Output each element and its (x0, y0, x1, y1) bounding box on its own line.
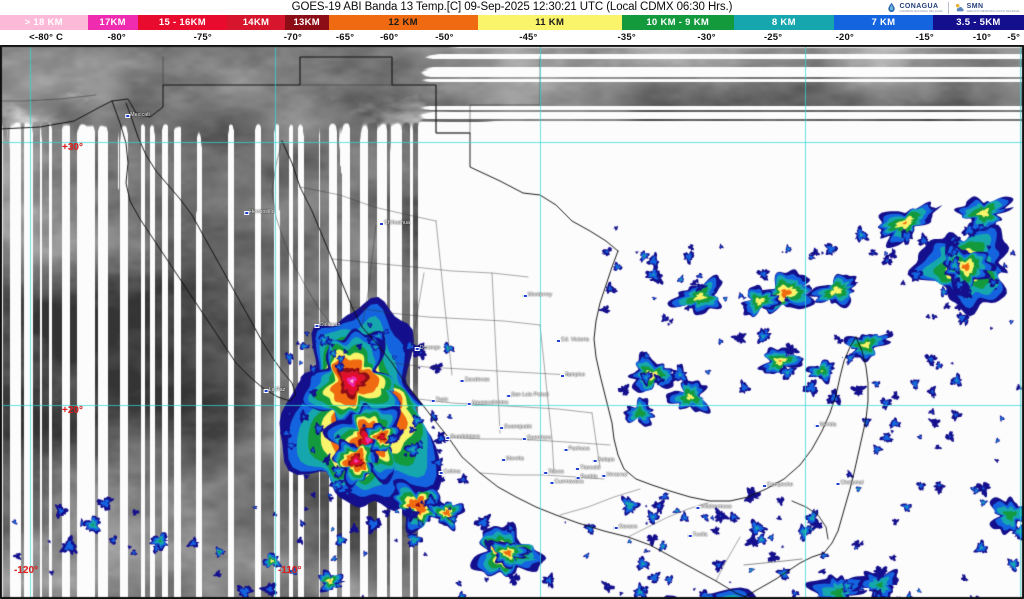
scale-tick-7: -45° (519, 32, 538, 43)
scale-band-4: 13KM (284, 15, 329, 30)
conagua-tagline: COMISION NACIONAL DEL AGUA (899, 9, 943, 13)
scale-tick-2: -75° (193, 32, 212, 43)
scale-band-1: 17KM (87, 15, 138, 30)
scale-tick-4: -65° (335, 32, 355, 43)
scale-tick-12: -15° (915, 32, 934, 43)
smn-logo: SMN SERVICIO METEOROLOGICO NACIONAL (954, 1, 1020, 15)
scale-band-8: 8 KM (733, 15, 835, 30)
conagua-logo: CONAGUA COMISION NACIONAL DEL AGUA (886, 1, 943, 15)
scale-band-2: 15 - 16KM (137, 15, 228, 30)
scale-tick-6: -50° (435, 32, 454, 43)
scale-tick-13: -10° (972, 32, 992, 43)
scale-band-7: 10 KM - 9 KM (621, 15, 734, 30)
scale-tick-0: <-80° C (29, 32, 64, 43)
header-bar: GOES-19 ABI Banda 13 Temp.[C] 09-Sep-202… (0, 0, 1024, 15)
infrared-cloudtop-canvas[interactable] (0, 45, 1024, 599)
scale-tick-10: -25° (763, 32, 783, 43)
page-title: GOES-19 ABI Banda 13 Temp.[C] 09-Sep-202… (291, 1, 733, 13)
scale-tick-3: -70° (283, 32, 303, 43)
scale-band-6: 11 KM (477, 15, 622, 30)
scale-tick-9: -30° (697, 32, 716, 43)
smn-wordmark: SMN (966, 2, 984, 10)
cloud-sun-icon (955, 3, 964, 12)
scale-tick-5: -60° (379, 32, 399, 43)
conagua-wordmark: CONAGUA (899, 2, 939, 10)
satellite-map[interactable]: +30° +20° -120° -110° Mexicali Hermosillo Chih… (0, 45, 1024, 599)
smn-tagline: SERVICIO METEOROLOGICO NACIONAL (966, 9, 1020, 13)
scale-tick-8: -35° (617, 32, 636, 43)
scale-band-9: 7 KM (834, 15, 933, 30)
water-drop-icon (888, 2, 896, 13)
scale-band-5: 12 KM (328, 15, 478, 30)
logo-divider (947, 1, 949, 14)
scale-band-10: 3.5 - 5KM (932, 15, 1024, 30)
color-scale-legend: > 18 KM 17KM 15 - 16KM 14KM 13KM 12 KM 11 KM 10… (0, 15, 1024, 45)
scale-band-0: > 18 KM (0, 15, 88, 30)
color-scale-temperature-ticks: <-80° C -80° -75° -70° -65° -60° -50° -45° -35° -… (0, 30, 1024, 45)
scale-tick-1: -80° (107, 32, 126, 43)
scale-band-3: 14KM (227, 15, 285, 30)
scale-tick-14: -5° (1007, 32, 1021, 43)
color-scale-bands: > 18 KM 17KM 15 - 16KM 14KM 13KM 12 KM 11 KM 10… (0, 15, 1024, 30)
agency-logos: CONAGUA COMISION NACIONAL DEL AGUA SMN S… (886, 0, 1020, 15)
scale-tick-11: -20° (835, 32, 854, 43)
